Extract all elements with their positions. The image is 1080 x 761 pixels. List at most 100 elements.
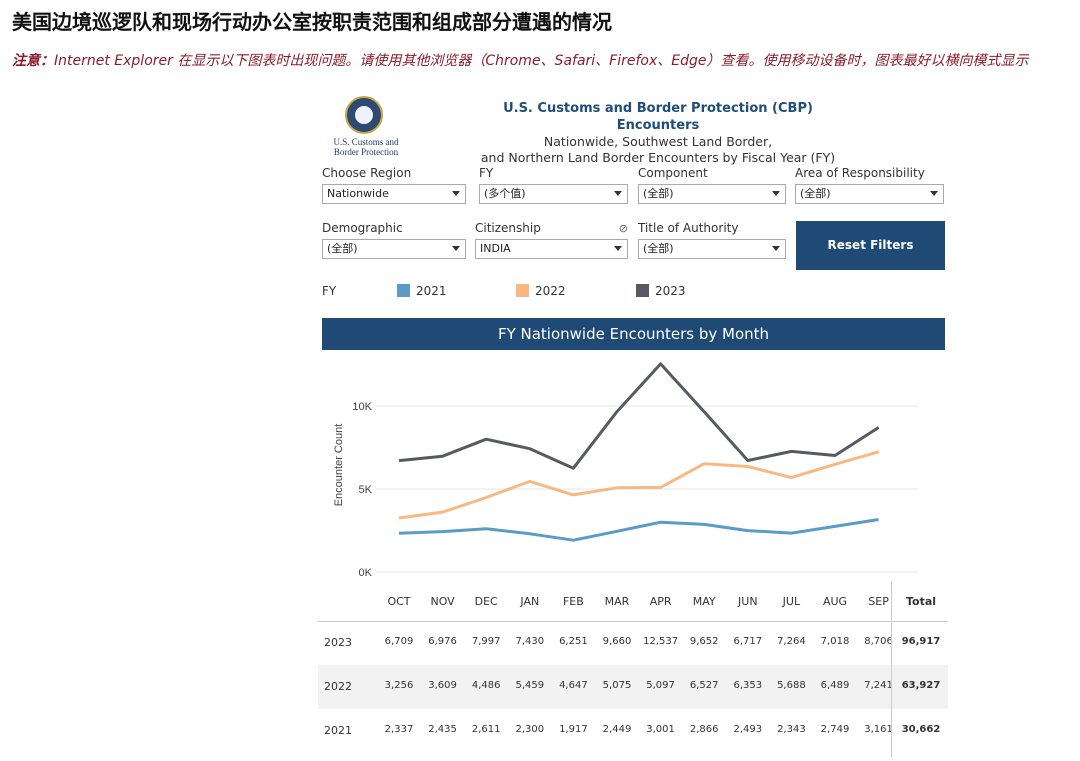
filter-aor: Area of Responsibility (全部) (795, 165, 944, 204)
legend-item-2023[interactable]: 2023 (636, 284, 686, 298)
data-label: 6,709 (384, 636, 414, 647)
dashboard-title: U.S. Customs and Border Protection (CBP)… (503, 101, 813, 133)
data-label: 2,493 (733, 724, 763, 735)
row-total: 96,917 (901, 636, 941, 647)
browser-notice: 注意：Internet Explorer 在显示以下图表时出现问题。请使用其他浏… (12, 50, 1080, 70)
fy-select-value: (多个值) (484, 187, 526, 200)
x-tick-label: SEP (868, 595, 889, 608)
component-select[interactable]: (全部) (638, 184, 786, 204)
data-label: 3,161 (864, 724, 893, 735)
data-label: 2,611 (471, 724, 501, 735)
x-tick-label: APR (649, 595, 672, 608)
y-tick-label: 0K (359, 567, 373, 579)
chevron-down-icon (772, 191, 780, 196)
filter-region: Choose Region Nationwide (322, 165, 466, 204)
series-line-2023 (398, 362, 880, 470)
x-tick-label: JUL (782, 595, 801, 608)
authority-select[interactable]: (全部) (638, 239, 786, 259)
dashboard-subtitle-1: Nationwide, Southwest Land Border, (543, 134, 773, 149)
data-label: 2,337 (384, 724, 414, 735)
data-label: 3,609 (428, 680, 457, 691)
chevron-down-icon (614, 191, 622, 196)
aor-select-value: (全部) (800, 187, 831, 200)
region-select[interactable]: Nationwide (322, 184, 466, 204)
clear-filter-icon[interactable]: ⊘ (618, 222, 628, 235)
data-label: 7,241 (864, 680, 893, 691)
data-label: 4,486 (471, 680, 501, 691)
legend-label: FY (322, 284, 337, 298)
filter-component-label: Component (638, 166, 708, 180)
demographic-select[interactable]: (全部) (322, 239, 466, 259)
data-label: 7,997 (471, 636, 501, 647)
data-label: 9,652 (689, 636, 719, 647)
row-year-label: 2022 (324, 680, 352, 693)
encounters-table: OCT NOV DEC JAN FEB MAR APR MAY JUN JUL AUG SEP Tota… (318, 581, 948, 757)
chevron-down-icon (772, 246, 780, 251)
chart-title: FY Nationwide Encounters by Month (322, 318, 945, 350)
reset-filters-button[interactable]: Reset Filters (796, 221, 945, 270)
data-label: 2,866 (689, 724, 719, 735)
filter-fy: FY (多个值) (479, 165, 628, 204)
data-label: 4,647 (559, 680, 588, 691)
legend-item-label: 2022 (535, 284, 566, 298)
notice-label: 注意： (12, 53, 54, 69)
data-label: 8,706 (864, 636, 893, 647)
legend-item-2022[interactable]: 2022 (516, 284, 566, 298)
legend-item-2021[interactable]: 2021 (397, 284, 447, 298)
legend-item-label: 2023 (655, 284, 686, 298)
filter-demographic: Demographic (全部) (322, 220, 466, 259)
data-label: 3,001 (646, 724, 675, 735)
filter-authority-label: Title of Authority (638, 221, 739, 235)
data-label: 5,097 (646, 680, 675, 691)
data-label: 3,256 (384, 680, 414, 691)
data-label: 5,688 (777, 680, 806, 691)
data-label: 7,264 (777, 636, 806, 647)
data-label: 7,430 (515, 636, 545, 647)
fy-select[interactable]: (多个值) (479, 184, 628, 204)
data-label: 5,075 (602, 680, 632, 691)
data-label: 2,343 (777, 724, 806, 735)
filter-citizenship: Citizenship ⊘ INDIA (475, 220, 628, 259)
filter-fy-label: FY (479, 166, 494, 180)
data-label: 6,251 (559, 636, 588, 647)
chevron-down-icon (930, 191, 938, 196)
row-total: 30,662 (901, 724, 941, 735)
aor-select[interactable]: (全部) (795, 184, 944, 204)
data-label: 9,660 (602, 636, 632, 647)
dashboard-subtitle-2: and Northern Land Border Encounters by F… (480, 150, 836, 165)
legend-item-label: 2021 (416, 284, 447, 298)
page-title: 美国边境巡逻队和现场行动办公室按职责范围和组成部分遭遇的情况 (12, 10, 612, 34)
y-tick-label: 5K (359, 484, 373, 496)
component-select-value: (全部) (643, 187, 674, 200)
table-header: OCT NOV DEC JAN FEB MAR APR MAY JUN JUL AUG SEP Tota… (318, 581, 948, 622)
x-tick-label: JUN (738, 595, 758, 608)
line-chart: 0K 5K 10K Encounter Count (333, 362, 918, 579)
cbp-logo-text: U.S. Customs and Border Protection (324, 137, 408, 157)
data-label: 2,449 (602, 724, 632, 735)
data-label: 6,976 (428, 636, 457, 647)
logo-line-1: U.S. Customs and (333, 137, 399, 147)
demographic-select-value: (全部) (327, 242, 358, 255)
data-label: 2,300 (515, 724, 545, 735)
cbp-dashboard: U.S. Customs and Border Protection U.S. … (318, 90, 950, 761)
data-label: 7,018 (820, 636, 850, 647)
citizenship-select[interactable]: INDIA (475, 239, 628, 259)
filter-aor-label: Area of Responsibility (795, 166, 925, 180)
data-label: 5,459 (515, 680, 545, 691)
data-label: 6,353 (733, 680, 763, 691)
table-row: 2021 2,337 2,435 2,611 2,300 1,917 2,449 3,001 2… (318, 709, 948, 753)
chart-legend: FY 2021 2022 2023 (318, 282, 948, 302)
table-row: 2022 3,256 3,609 4,486 5,459 4,647 5,075 5,097 6… (318, 665, 948, 709)
legend-swatch (397, 284, 410, 297)
filter-demographic-label: Demographic (322, 221, 403, 235)
data-label: 1,917 (559, 724, 588, 735)
x-tick-label: OCT (387, 595, 411, 608)
x-tick-label: MAR (604, 595, 630, 608)
data-label: 2,749 (820, 724, 850, 735)
region-select-value: Nationwide (327, 187, 389, 200)
notice-text: Internet Explorer 在显示以下图表时出现问题。请使用其他浏览器（… (54, 53, 1029, 69)
authority-select-value: (全部) (643, 242, 674, 255)
table-row: 2023 6,709 6,976 7,997 7,430 6,251 9,660 12,537… (318, 621, 948, 665)
total-divider (891, 581, 892, 757)
x-tick-label: MAY (692, 595, 716, 608)
